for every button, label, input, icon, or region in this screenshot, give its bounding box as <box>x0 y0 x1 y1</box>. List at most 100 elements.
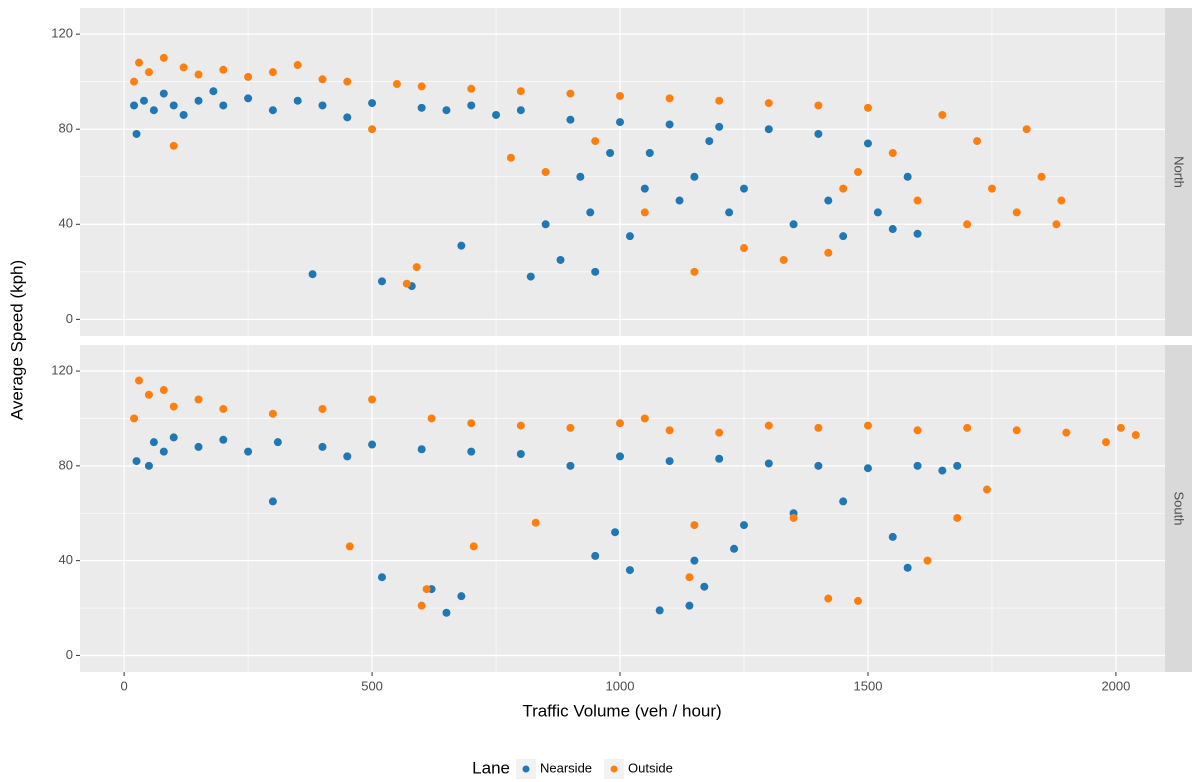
legend-title: Lane <box>472 758 510 777</box>
y-tick-label: 120 <box>51 363 73 378</box>
data-point <box>973 137 982 146</box>
data-point <box>690 556 699 565</box>
x-tick-label: 1500 <box>854 678 883 693</box>
data-point <box>789 220 798 229</box>
data-point <box>715 428 724 437</box>
data-point <box>149 438 158 447</box>
data-point <box>715 96 724 105</box>
data-point <box>132 457 141 466</box>
data-point <box>467 84 476 93</box>
x-tick-label: 1000 <box>606 678 635 693</box>
data-point <box>417 445 426 454</box>
data-point <box>417 601 426 610</box>
data-point <box>764 459 773 468</box>
y-tick-label: 0 <box>66 647 73 662</box>
data-point <box>144 390 153 399</box>
data-point <box>616 452 625 461</box>
data-point <box>368 395 377 404</box>
data-point <box>690 267 699 276</box>
data-point <box>368 99 377 108</box>
y-tick-label: 80 <box>59 121 73 136</box>
data-point <box>913 426 922 435</box>
data-point <box>824 196 833 205</box>
data-point <box>725 208 734 217</box>
data-point <box>442 608 451 617</box>
data-point <box>764 99 773 108</box>
data-point <box>645 148 654 157</box>
legend-marker <box>610 765 618 773</box>
data-point <box>179 110 188 119</box>
data-point <box>368 440 377 449</box>
data-point <box>1131 431 1140 440</box>
data-point <box>345 542 354 551</box>
x-tick-label: 2000 <box>1101 678 1130 693</box>
data-point <box>377 277 386 286</box>
legend-label: Nearside <box>540 760 592 775</box>
data-point <box>591 551 600 560</box>
data-point <box>219 101 228 110</box>
data-point <box>839 184 848 193</box>
data-point <box>963 423 972 432</box>
data-point <box>457 241 466 250</box>
data-point <box>913 229 922 238</box>
data-point <box>159 53 168 62</box>
data-point <box>839 497 848 506</box>
data-point <box>194 395 203 404</box>
data-point <box>764 125 773 134</box>
data-point <box>219 65 228 74</box>
data-point <box>343 452 352 461</box>
data-point <box>293 61 302 70</box>
data-point <box>159 447 168 456</box>
data-point <box>606 148 615 157</box>
data-point <box>715 454 724 463</box>
data-point <box>665 120 674 129</box>
data-point <box>566 89 575 98</box>
data-point <box>814 129 823 138</box>
data-point <box>244 447 253 456</box>
data-point <box>655 606 664 615</box>
data-point <box>566 461 575 470</box>
data-point <box>135 58 144 67</box>
data-point <box>700 582 709 591</box>
data-point <box>591 267 600 276</box>
data-point <box>268 106 277 115</box>
data-point <box>392 80 401 89</box>
data-point <box>516 421 525 430</box>
data-point <box>863 421 872 430</box>
data-point <box>402 279 411 288</box>
x-tick-label: 500 <box>361 678 383 693</box>
data-point <box>244 94 253 103</box>
data-point <box>938 110 947 119</box>
facet-label: South <box>1172 492 1187 526</box>
data-point <box>685 573 694 582</box>
data-point <box>169 101 178 110</box>
data-point <box>739 244 748 253</box>
data-point <box>506 153 515 162</box>
data-point <box>209 87 218 96</box>
data-point <box>739 184 748 193</box>
data-point <box>640 414 649 423</box>
data-point <box>318 101 327 110</box>
data-point <box>467 419 476 428</box>
data-point <box>814 101 823 110</box>
facet-label: North <box>1172 156 1187 188</box>
data-point <box>903 563 912 572</box>
y-tick-label: 40 <box>59 552 73 567</box>
data-point <box>987 184 996 193</box>
data-point <box>839 232 848 241</box>
data-point <box>194 70 203 79</box>
data-point <box>705 137 714 146</box>
data-point <box>824 594 833 603</box>
data-point <box>144 461 153 470</box>
data-point <box>169 402 178 411</box>
data-point <box>219 435 228 444</box>
data-point <box>219 404 228 413</box>
data-point <box>903 172 912 181</box>
data-point <box>130 77 139 86</box>
data-point <box>566 423 575 432</box>
data-point <box>412 263 421 272</box>
data-point <box>169 141 178 150</box>
data-point <box>467 447 476 456</box>
data-point <box>625 566 634 575</box>
